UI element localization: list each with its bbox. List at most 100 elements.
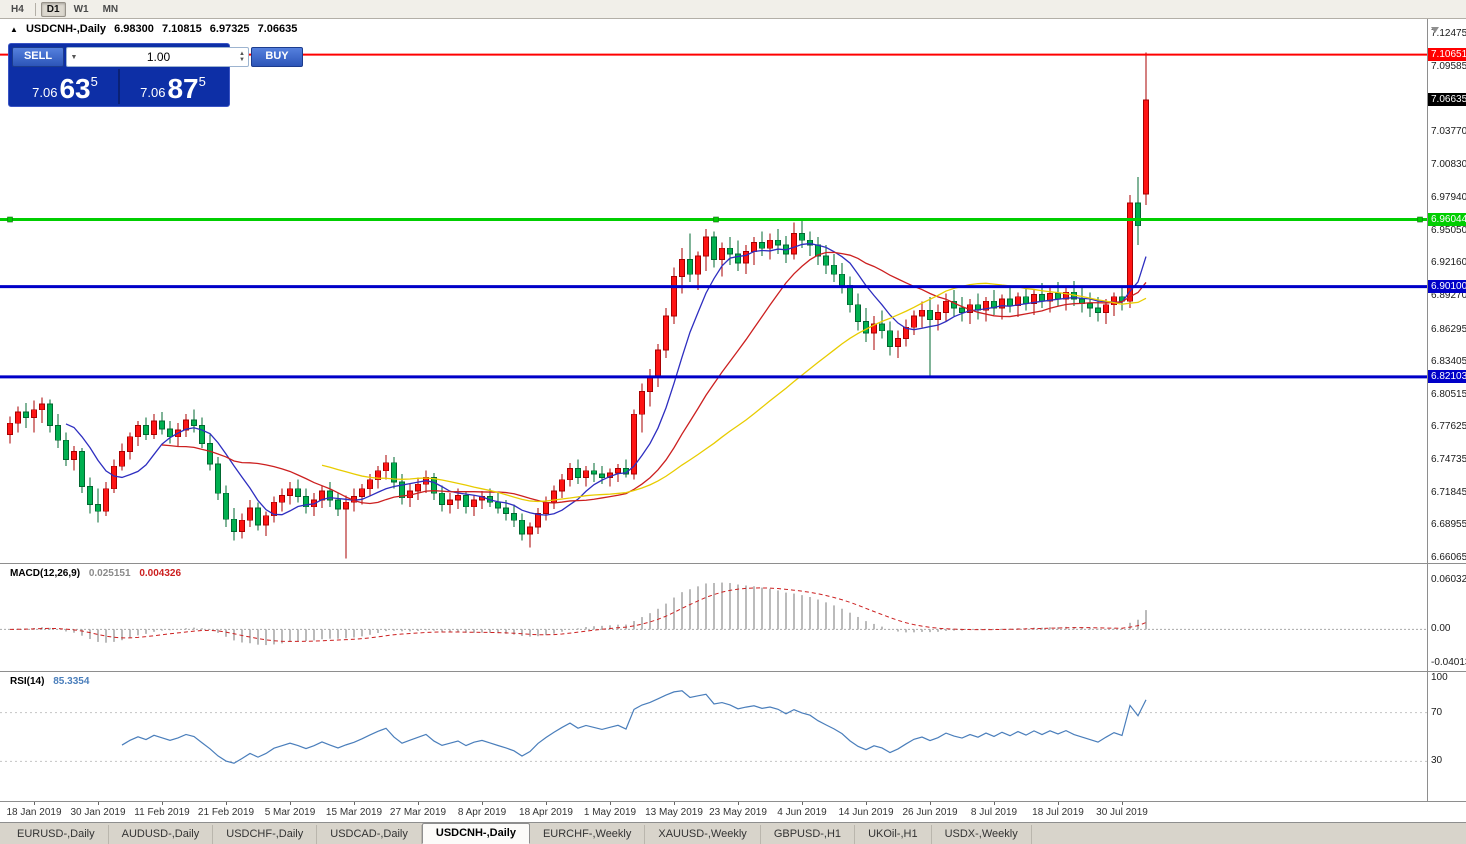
chart-tab-ukoil-h1[interactable]: UKOil-,H1: [855, 825, 932, 844]
pane-divider: [0, 801, 1466, 802]
timeframe-button-w1[interactable]: W1: [73, 3, 89, 15]
rsi-pane: [0, 690, 1428, 764]
bid-price-point: 5: [90, 74, 98, 89]
ma-line-20: [161, 251, 1147, 505]
ask-price-prefix: 7.06: [140, 85, 166, 100]
date-label: 18 Jul 2019: [1032, 807, 1084, 818]
hline-handle[interactable]: [713, 216, 719, 223]
chart-tab-usdchf-daily[interactable]: USDCHF-,Daily: [213, 825, 318, 844]
macd-main-value: 0.025151: [88, 568, 131, 579]
date-tick-mark: [98, 802, 99, 805]
ohlc-high: 7.10815: [161, 23, 202, 35]
rsi-indicator-label: RSI(14) 85.3354: [10, 676, 89, 687]
spinner-up-icon[interactable]: ▲: [239, 51, 245, 57]
price-tick-label: 6.83405: [1431, 356, 1466, 368]
main-price-pane: [0, 52, 1428, 559]
buy-button[interactable]: BUY: [251, 47, 303, 67]
date-label: 23 May 2019: [709, 807, 767, 818]
date-label: 5 Mar 2019: [264, 807, 316, 818]
date-tick-mark: [34, 802, 35, 805]
date-tick-mark: [162, 802, 163, 805]
oneclick-trade-panel: SELL ▼ ▲ ▼ BUY 7.06 63 5 7.06 87 5: [8, 43, 303, 107]
price-tick-label: 6.74735: [1431, 454, 1466, 466]
oneclick-toggle-icon[interactable]: ▲: [10, 25, 18, 34]
price-tick-label: 6.92160: [1431, 257, 1466, 269]
date-tick-mark: [866, 802, 867, 805]
volume-input[interactable]: [81, 50, 236, 64]
date-label: 18 Jan 2019: [6, 807, 62, 818]
price-axis[interactable]: 7.12475 7.09585 7.03770 7.00830 6.97940 6.950…: [1428, 19, 1466, 563]
hline-price-label: 6.82103: [1428, 370, 1466, 384]
macd-histogram: [17, 582, 1147, 646]
toolbar-separator: [34, 2, 36, 16]
price-tick-label: 7.03770: [1431, 126, 1466, 138]
timeframe-button-d1[interactable]: D1: [40, 1, 66, 17]
ohlc-open: 6.98300: [114, 23, 154, 35]
volume-dropdown-icon[interactable]: ▼: [70, 53, 78, 61]
date-label: 21 Feb 2019: [197, 807, 255, 818]
date-label: 13 May 2019: [645, 807, 703, 818]
ma-line-8: [65, 242, 1147, 516]
hline-handle[interactable]: [1417, 216, 1423, 223]
volume-spinner[interactable]: ▲ ▼: [236, 51, 248, 63]
bid-price[interactable]: 7.06 63 5: [12, 69, 118, 104]
date-tick-mark: [1122, 802, 1123, 805]
date-label: 8 Apr 2019: [457, 807, 507, 818]
timeframe-button-h4[interactable]: H4: [11, 3, 24, 15]
chart-tab-usdcnh-daily[interactable]: USDCNH-,Daily: [421, 823, 530, 844]
date-label: 30 Jan 2019: [70, 807, 126, 818]
sell-button[interactable]: SELL: [12, 47, 64, 67]
ohlc-close: 7.06635: [257, 23, 298, 35]
chart-title: ▲ USDCNH-,Daily 6.98300 7.10815 6.97325 …: [10, 23, 302, 35]
macd-tick-label: -0.040135: [1431, 656, 1466, 668]
timeframe-toolbar: H4 D1 W1 MN: [0, 0, 1466, 19]
date-label: 4 Jun 2019: [777, 807, 827, 818]
price-tick-label: 6.68955: [1431, 519, 1466, 531]
date-label: 30 Jul 2019: [1096, 807, 1148, 818]
date-tick-mark: [482, 802, 483, 805]
chart-symbol-label: USDCNH-,Daily: [25, 23, 107, 35]
macd-signal-line: [9, 587, 1147, 642]
ohlc-low: 6.97325: [209, 23, 250, 35]
macd-name: MACD(12,26,9): [10, 568, 81, 579]
hline-price-label: 7.10651: [1428, 48, 1466, 62]
pane-divider: [0, 563, 1466, 564]
date-label: 18 Apr 2019: [519, 807, 573, 818]
rsi-axis: 100 70 30: [1428, 672, 1466, 801]
hline-price-label: 6.96044: [1428, 213, 1466, 227]
rsi-value: 85.3354: [53, 676, 90, 687]
hline-price-label: 6.90100: [1428, 280, 1466, 294]
chart-tab-audusd-daily[interactable]: AUDUSD-,Daily: [109, 825, 214, 844]
date-tick-mark: [354, 802, 355, 805]
timeframe-button-mn[interactable]: MN: [102, 3, 119, 15]
chart-shift-marker-icon: [1431, 27, 1439, 33]
price-tick-label: 7.09585: [1431, 60, 1466, 72]
macd-indicator-label: MACD(12,26,9) 0.025151 0.004326: [10, 568, 181, 579]
ask-price[interactable]: 7.06 87 5: [120, 69, 226, 104]
date-label: 26 Jun 2019: [902, 807, 958, 818]
price-tick-label: 7.00830: [1431, 159, 1466, 171]
date-tick-mark: [994, 802, 995, 805]
chart-tab-eurchf-weekly[interactable]: EURCHF-,Weekly: [530, 825, 646, 844]
date-tick-mark: [226, 802, 227, 805]
spinner-down-icon[interactable]: ▼: [239, 57, 245, 63]
date-label: 27 Mar 2019: [389, 807, 447, 818]
chart-tab-usdcad-daily[interactable]: USDCAD-,Daily: [317, 825, 422, 844]
chart-window: 7.12475 7.09585 7.03770 7.00830 6.97940 6.950…: [0, 19, 1466, 822]
macd-tick-label: 0.060329: [1431, 573, 1466, 585]
chart-tab-gbpusd-h1[interactable]: GBPUSD-,H1: [761, 825, 856, 844]
date-label: 14 Jun 2019: [838, 807, 894, 818]
price-tick-label: 6.86295: [1431, 323, 1466, 335]
chart-tab-bar: EURUSD-,Daily AUDUSD-,Daily USDCHF-,Daily U…: [0, 822, 1466, 844]
date-tick-mark: [290, 802, 291, 805]
date-tick-mark: [546, 802, 547, 805]
price-tick-label: 6.95050: [1431, 224, 1466, 236]
chart-tab-usdx-weekly[interactable]: USDX-,Weekly: [932, 825, 1032, 844]
chart-tab-xauusd-weekly[interactable]: XAUUSD-,Weekly: [645, 825, 761, 844]
date-tick-mark: [674, 802, 675, 805]
chart-tab-eurusd-daily[interactable]: EURUSD-,Daily: [4, 825, 109, 844]
date-axis[interactable]: 18 Jan 2019 30 Jan 2019 11 Feb 2019 21 Feb …: [0, 802, 1466, 822]
pane-divider: [0, 671, 1466, 672]
rsi-name: RSI(14): [10, 676, 45, 687]
hline-handle[interactable]: [7, 216, 13, 223]
